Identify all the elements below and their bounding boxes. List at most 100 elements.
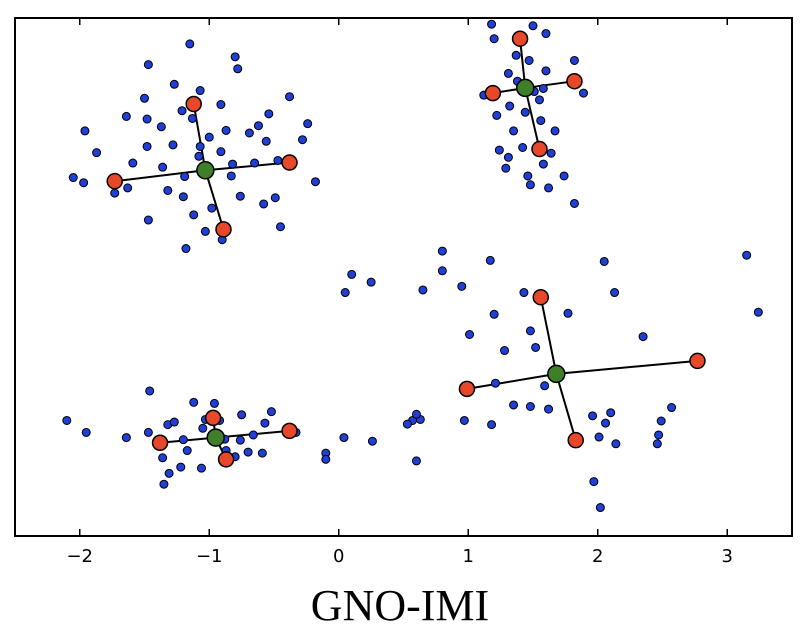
centroid-link-line — [114, 169, 206, 183]
centroid-link-line — [466, 372, 557, 390]
data-point — [81, 427, 91, 437]
data-point — [550, 126, 560, 136]
data-point — [194, 151, 204, 161]
data-point — [509, 126, 519, 136]
data-point — [638, 332, 648, 342]
data-point — [228, 159, 238, 169]
x-tick-label: 1 — [463, 546, 474, 567]
data-point — [185, 39, 195, 49]
data-point — [367, 436, 377, 446]
subcentroid-point — [567, 431, 584, 449]
data-point — [143, 427, 153, 437]
data-point — [195, 86, 205, 96]
data-point — [178, 435, 188, 445]
data-point — [216, 100, 226, 110]
data-point — [753, 307, 763, 317]
data-point — [163, 185, 173, 195]
data-point — [569, 198, 579, 208]
data-point — [505, 101, 515, 111]
data-point — [599, 256, 609, 266]
data-point — [195, 141, 205, 151]
data-point — [538, 83, 548, 93]
data-point — [606, 408, 616, 418]
data-point — [525, 402, 535, 411]
data-point — [321, 454, 331, 464]
data-point — [297, 135, 307, 145]
data-point — [489, 34, 499, 44]
data-point — [595, 503, 605, 513]
data-point — [489, 309, 499, 319]
data-point — [559, 171, 569, 181]
data-point — [610, 288, 620, 298]
data-point — [347, 269, 357, 279]
data-point — [303, 119, 313, 129]
data-point — [541, 66, 551, 76]
data-point — [176, 462, 186, 472]
plot-frame — [14, 17, 793, 537]
data-point — [525, 326, 535, 336]
data-point — [544, 404, 554, 414]
data-point — [92, 148, 102, 158]
data-point — [181, 244, 191, 254]
data-point — [159, 479, 169, 489]
data-point — [156, 122, 166, 132]
data-point — [534, 95, 544, 105]
data-point — [230, 52, 240, 62]
data-point — [237, 410, 247, 420]
data-point — [520, 107, 530, 117]
data-point — [536, 116, 546, 126]
data-point — [487, 19, 497, 29]
data-point — [143, 60, 153, 70]
subcentroid-point — [532, 288, 550, 306]
data-point — [270, 193, 280, 203]
subcentroid-point — [511, 30, 529, 47]
data-point — [143, 215, 153, 225]
data-point — [187, 113, 197, 123]
data-point — [235, 191, 245, 201]
centroid-point — [196, 161, 215, 180]
data-point — [538, 159, 548, 169]
centroid-link-line — [524, 87, 541, 150]
data-point — [594, 432, 604, 442]
data-point — [221, 125, 231, 135]
data-point — [216, 147, 226, 157]
subcentroid-point — [484, 84, 502, 102]
x-tick-label: 3 — [722, 546, 733, 567]
data-point — [178, 192, 188, 202]
data-point — [273, 155, 283, 165]
data-point — [180, 172, 190, 182]
data-point — [503, 152, 513, 162]
centroid-link-line — [192, 103, 207, 171]
x-tick-label: 2 — [592, 546, 603, 567]
data-point — [244, 128, 254, 138]
data-point — [182, 446, 192, 456]
data-point — [285, 92, 295, 102]
data-point — [110, 188, 120, 198]
data-point — [62, 415, 72, 425]
data-point — [494, 145, 504, 155]
data-point — [339, 433, 349, 443]
data-point — [519, 288, 529, 298]
data-point — [226, 171, 236, 181]
data-point — [546, 148, 556, 158]
x-axis: −2 −1 0 1 2 3 — [66, 18, 733, 567]
data-point — [140, 93, 149, 103]
data-point — [259, 199, 269, 209]
subcentroid-point — [458, 380, 476, 398]
data-point — [411, 456, 421, 466]
data-point — [402, 419, 412, 429]
data-point — [248, 430, 258, 440]
data-point — [164, 468, 174, 478]
data-point — [275, 222, 285, 232]
data-point — [528, 21, 538, 31]
data-point — [437, 246, 447, 256]
data-point — [196, 463, 206, 473]
data-point — [579, 88, 589, 98]
data-point — [501, 163, 511, 173]
data-point — [411, 409, 421, 419]
data-point — [253, 121, 263, 131]
data-point — [189, 210, 199, 220]
data-point — [540, 381, 550, 391]
subcentroid-point — [281, 422, 298, 440]
data-point — [511, 50, 521, 60]
